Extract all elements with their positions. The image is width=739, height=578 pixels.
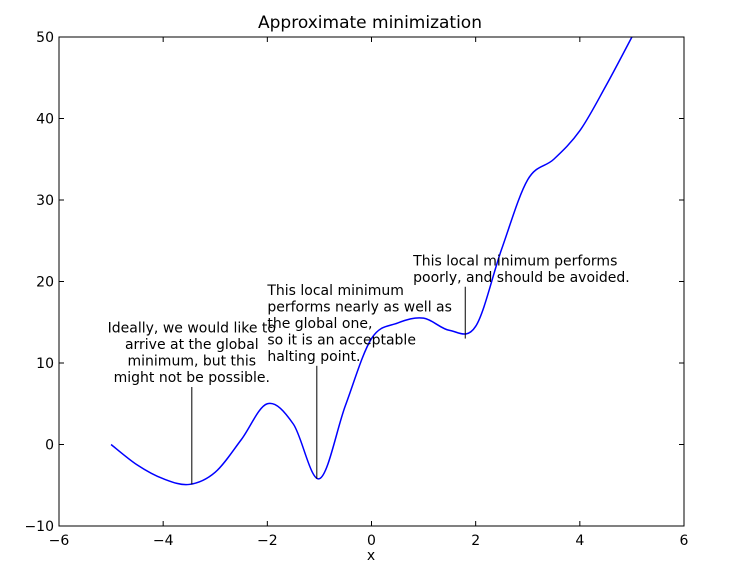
chart-title: Approximate minimization xyxy=(258,13,482,33)
annotation-line: arrive at the global xyxy=(125,337,259,353)
x-tick-label: 4 xyxy=(575,533,584,549)
series-line xyxy=(110,36,633,486)
y-tick-label: 30 xyxy=(36,193,54,209)
x-tick-label: 0 xyxy=(367,533,376,549)
annotation-line: poorly, and should be avoided. xyxy=(413,270,630,286)
y-tick-label: 0 xyxy=(45,438,54,454)
y-tick-label: 20 xyxy=(36,275,54,291)
x-tick-label: −4 xyxy=(153,533,174,549)
annotation-text-2: This local minimum performs nearly as wel… xyxy=(266,283,452,365)
annotation-line: might not be possible. xyxy=(114,370,270,386)
y-tick-label: −10 xyxy=(24,519,54,535)
y-tick-label: 40 xyxy=(36,112,54,128)
annotation-line: Ideally, we would like to xyxy=(108,321,276,337)
x-tick-label: 6 xyxy=(680,533,689,549)
y-tick-label: 50 xyxy=(36,30,54,46)
annotation-text-1: Ideally, we would like to arrive at the g… xyxy=(108,321,276,387)
annotation-line: so it is an acceptable xyxy=(267,332,416,348)
annotation-line: performs nearly as well as xyxy=(267,299,452,315)
annotation-line: This local minimum xyxy=(266,283,404,299)
y-tick-label: 10 xyxy=(36,356,54,372)
annotation-line: This local minimum performs xyxy=(412,253,617,269)
annotation-layer: Ideally, we would like to arrive at the g… xyxy=(108,253,630,485)
annotation-line: halting point. xyxy=(267,349,360,365)
annotation-line: the global one, xyxy=(267,316,372,332)
x-tick-label: 2 xyxy=(471,533,480,549)
x-tick-label: −2 xyxy=(257,533,278,549)
curve-layer xyxy=(110,36,633,486)
x-axis-label: x xyxy=(367,548,375,564)
annotation-line: minimum, but this xyxy=(128,354,257,370)
x-tick-label: −6 xyxy=(49,533,70,549)
annotation-text-3: This local minimum performs poorly, and s… xyxy=(412,253,630,286)
tick-layer: −6 −4 −2 0 2 4 6 −10 0 10 20 30 40 50 xyxy=(24,30,688,549)
